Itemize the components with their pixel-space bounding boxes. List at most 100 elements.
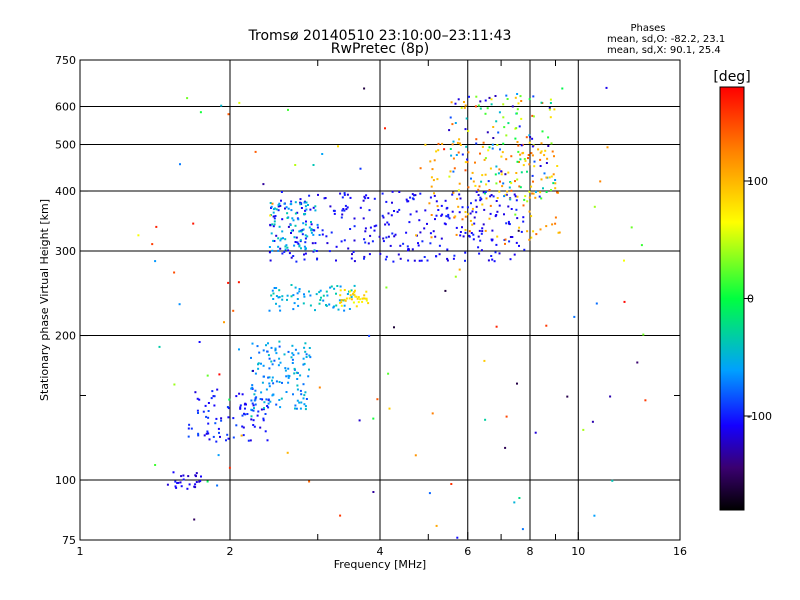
data-point (273, 287, 276, 289)
data-point (453, 254, 456, 257)
data-point (251, 384, 254, 387)
data-point (443, 222, 446, 225)
data-point (354, 295, 357, 298)
data-point (211, 390, 214, 393)
data-point (273, 359, 276, 362)
data-point (496, 197, 499, 199)
data-point (321, 233, 324, 236)
data-point (253, 407, 255, 410)
data-point (350, 257, 353, 260)
data-point (350, 289, 353, 292)
data-point (531, 137, 534, 140)
data-point (251, 387, 254, 390)
data-point (151, 243, 154, 246)
data-point (520, 144, 523, 147)
data-point (554, 187, 557, 190)
data-point (227, 281, 230, 284)
data-point (363, 294, 366, 297)
data-point (623, 259, 625, 262)
data-point (268, 376, 271, 379)
data-point (373, 229, 376, 232)
data-point (554, 179, 557, 181)
data-point (502, 142, 505, 145)
data-point (515, 127, 518, 130)
data-point (455, 154, 458, 156)
data-point (309, 208, 312, 211)
data-point (280, 191, 283, 193)
data-point (308, 480, 311, 483)
data-point (267, 376, 270, 379)
data-point (465, 117, 468, 120)
data-point (501, 151, 504, 154)
data-point (278, 399, 281, 401)
data-point (296, 298, 299, 300)
data-point (556, 165, 559, 167)
data-point (186, 487, 189, 490)
data-point (300, 401, 303, 404)
data-point (413, 259, 416, 262)
data-point (280, 397, 283, 400)
data-point (317, 193, 319, 196)
data-point (545, 225, 548, 228)
data-point (302, 363, 305, 366)
data-point (268, 367, 271, 370)
data-point (561, 87, 564, 90)
grid-lines (80, 60, 680, 540)
data-point (361, 297, 364, 300)
data-point (353, 291, 356, 293)
data-point (232, 309, 235, 312)
data-point (176, 482, 179, 484)
data-point (239, 406, 242, 409)
data-point (391, 190, 394, 193)
data-point (270, 294, 273, 297)
data-point (409, 196, 412, 199)
data-point (387, 223, 390, 226)
data-point (556, 191, 559, 194)
data-point (299, 203, 302, 206)
data-point (207, 402, 210, 404)
data-point (356, 297, 359, 300)
data-point (440, 237, 443, 240)
data-point (196, 409, 199, 412)
data-point (281, 298, 284, 301)
data-point (226, 406, 229, 408)
data-point (205, 432, 208, 435)
data-point (278, 340, 281, 343)
data-point (515, 172, 518, 174)
data-point (254, 150, 257, 153)
data-point (207, 422, 210, 425)
data-point (496, 144, 499, 146)
data-point (484, 418, 487, 421)
data-point (299, 374, 302, 377)
data-point (364, 241, 367, 244)
data-point (182, 478, 185, 481)
data-point (220, 419, 223, 422)
data-point (187, 475, 190, 478)
data-point (194, 391, 197, 394)
data-point (398, 208, 401, 211)
data-point (294, 201, 297, 204)
data-point (244, 402, 247, 405)
data-point (281, 252, 284, 255)
data-point (275, 234, 278, 237)
data-point (417, 242, 419, 245)
chart-title: Tromsø 20140510 23:10:00–23:11:43 (248, 28, 512, 44)
data-point (285, 391, 288, 393)
data-point (545, 176, 548, 179)
data-point (299, 389, 302, 392)
data-point (309, 356, 312, 359)
data-point (251, 342, 254, 345)
data-point (291, 217, 294, 220)
data-point (490, 103, 493, 106)
data-point (298, 290, 301, 293)
data-point (352, 301, 355, 304)
data-point (301, 229, 304, 231)
data-point (296, 292, 299, 295)
data-point (526, 200, 529, 203)
data-point (253, 425, 256, 428)
data-point (379, 252, 382, 255)
data-point (277, 245, 280, 248)
data-point (445, 215, 448, 218)
data-point (448, 175, 451, 178)
data-point (277, 249, 280, 252)
